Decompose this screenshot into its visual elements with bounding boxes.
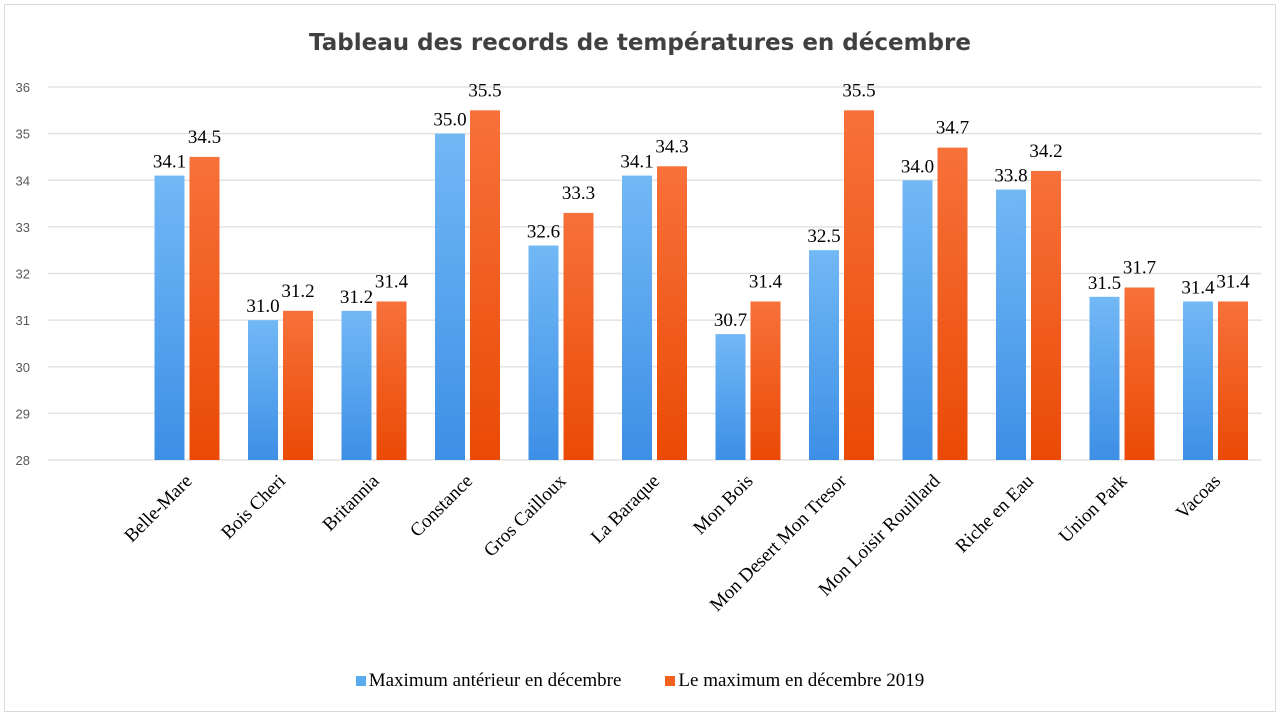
y-tick-label: 28 [16,453,30,468]
data-label: 34.7 [936,118,969,139]
data-label: 31.4 [375,271,409,292]
x-category-label: Bois Cheri [217,471,290,544]
data-label: 31.5 [1088,273,1121,294]
data-label: 30.7 [714,310,747,331]
bar-2019 [470,110,500,460]
bar-previous [248,320,278,460]
bar-2019 [1124,287,1155,460]
bar-2019 [844,110,874,460]
data-label: 34.5 [188,127,221,148]
bar-previous [1089,296,1120,460]
y-tick-label: 33 [16,220,30,235]
data-label: 31.4 [1216,271,1250,292]
bar-2019 [1031,170,1061,461]
bar-previous [435,133,465,460]
legend-label: Maximum antérieur en décembre [368,670,622,691]
data-label: 35.5 [842,80,875,101]
bar-previous [154,175,185,460]
data-label: 31.2 [281,281,314,302]
y-tick-label: 34 [16,173,30,188]
x-category-label: Union Park [1055,470,1132,547]
data-label: 35.0 [433,110,466,131]
x-category-label: Riche en Eau [952,470,1039,557]
y-tick-label: 31 [16,313,30,328]
data-label: 31.7 [1123,257,1156,278]
bar-2019 [563,212,594,460]
data-label: 34.3 [655,136,688,157]
bar-previous [809,250,839,460]
data-label: 31.2 [340,287,373,308]
legend-swatch [355,676,366,686]
x-category-label: La Baraque [587,471,664,548]
y-tick-label: 30 [16,360,30,375]
chart-title: Tableau des records de températures en d… [309,30,971,56]
legend-item: Maximum antérieur en décembre [355,670,622,692]
y-tick-label: 36 [16,80,30,95]
data-label: 34.1 [620,152,653,173]
bar-2019 [750,301,781,460]
x-category-label: Mon Bois [689,471,757,539]
data-label: 31.0 [246,296,279,317]
bar-2019 [937,147,968,461]
bar-2019 [657,166,687,460]
data-label: 31.4 [749,271,783,292]
bar-previous [902,180,933,460]
legend-item: Le maximum en décembre 2019 [665,670,924,692]
bar-2019 [376,301,407,460]
data-label: 32.5 [807,226,840,247]
legend-label: Le maximum en décembre 2019 [678,670,925,691]
bar-previous [715,334,746,460]
x-category-label: Britannia [319,470,384,535]
bar-2019 [189,156,220,460]
y-tick-label: 32 [16,267,30,282]
legend: Maximum antérieur en décembre Le maximum … [0,670,1280,692]
bar-2019 [1218,301,1248,460]
bar-previous [341,310,372,460]
data-label: 34.0 [901,156,934,177]
x-category-label: Vacoas [1172,471,1225,524]
bar-previous [996,189,1026,460]
y-tick-label: 29 [16,406,30,421]
bar-2019 [283,310,313,460]
y-tick-label: 35 [16,127,30,142]
data-label: 34.2 [1029,141,1062,162]
data-label: 31.4 [1181,277,1215,298]
bar-previous [528,245,559,460]
data-label: 33.3 [562,183,595,204]
data-label: 32.6 [527,222,560,243]
x-category-label: Belle-Mare [121,471,197,547]
x-category-label: Constance [406,471,477,542]
x-category-label: Gros Cailloux [480,470,571,561]
legend-swatch [665,676,676,686]
data-label: 35.5 [468,80,501,101]
bar-previous [622,175,652,460]
data-label: 33.8 [994,166,1027,187]
data-label: 34.1 [153,152,186,173]
bar-previous [1183,301,1213,460]
